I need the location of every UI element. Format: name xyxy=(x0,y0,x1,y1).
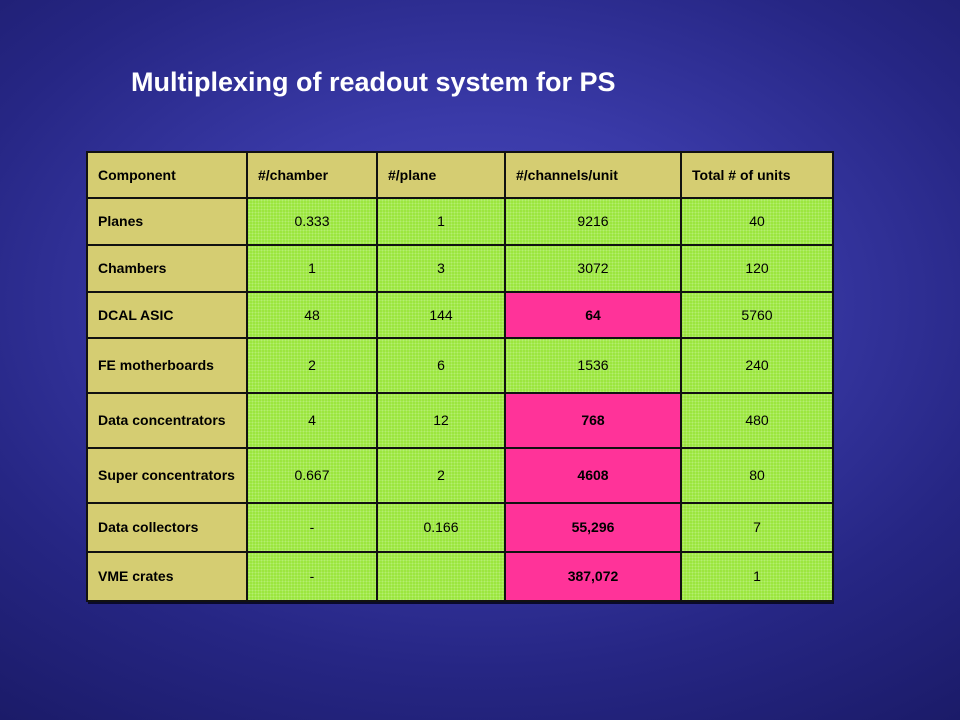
cell-per-chamber: 2 xyxy=(246,337,378,395)
table-row: Super concentrators 0.667 2 4608 80 xyxy=(86,447,834,505)
cell-per-plane: 2 xyxy=(376,447,506,505)
cell-channels-per-unit: 64 xyxy=(504,290,682,340)
cell-per-chamber: 1 xyxy=(246,243,378,293)
cell-total-units: 40 xyxy=(680,197,834,246)
cell-component: DCAL ASIC xyxy=(86,290,248,340)
header-total-units: Total # of units xyxy=(680,151,834,199)
header-channels-per-unit: #/channels/unit xyxy=(504,151,682,199)
table-header-row: Component #/chamber #/plane #/channels/u… xyxy=(86,151,834,199)
table-row: VME crates - 387,072 1 xyxy=(86,551,834,602)
cell-total-units: 240 xyxy=(680,337,834,395)
cell-per-plane: 3 xyxy=(376,243,506,293)
cell-total-units: 7 xyxy=(680,502,834,554)
cell-per-plane: 0.166 xyxy=(376,502,506,554)
slide-title: Multiplexing of readout system for PS xyxy=(131,67,616,97)
header-per-plane: #/plane xyxy=(376,151,506,199)
cell-channels-per-unit: 387,072 xyxy=(504,551,682,602)
cell-per-chamber: 0.333 xyxy=(246,197,378,246)
cell-per-plane: 1 xyxy=(376,197,506,246)
cell-channels-per-unit: 55,296 xyxy=(504,502,682,554)
table-row: Data concentrators 4 12 768 480 xyxy=(86,392,834,450)
table-row: Chambers 1 3 3072 120 xyxy=(86,243,834,293)
cell-per-plane: 12 xyxy=(376,392,506,450)
cell-channels-per-unit: 9216 xyxy=(504,197,682,246)
multiplexing-table: Component #/chamber #/plane #/channels/u… xyxy=(86,151,834,602)
cell-component: Data collectors xyxy=(86,502,248,554)
cell-component: FE motherboards xyxy=(86,337,248,395)
cell-component: VME crates xyxy=(86,551,248,602)
cell-per-chamber: 48 xyxy=(246,290,378,340)
cell-total-units: 480 xyxy=(680,392,834,450)
cell-total-units: 1 xyxy=(680,551,834,602)
cell-component: Data concentrators xyxy=(86,392,248,450)
cell-total-units: 80 xyxy=(680,447,834,505)
multiplexing-table-container: Component #/chamber #/plane #/channels/u… xyxy=(86,151,834,602)
cell-component: Planes xyxy=(86,197,248,246)
table-row: FE motherboards 2 6 1536 240 xyxy=(86,337,834,395)
cell-channels-per-unit: 768 xyxy=(504,392,682,450)
header-component: Component xyxy=(86,151,248,199)
cell-total-units: 120 xyxy=(680,243,834,293)
table-row: Data collectors - 0.166 55,296 7 xyxy=(86,502,834,554)
header-per-chamber: #/chamber xyxy=(246,151,378,199)
cell-channels-per-unit: 3072 xyxy=(504,243,682,293)
cell-channels-per-unit: 4608 xyxy=(504,447,682,505)
cell-per-chamber: 4 xyxy=(246,392,378,450)
table-row: Planes 0.333 1 9216 40 xyxy=(86,197,834,246)
cell-total-units: 5760 xyxy=(680,290,834,340)
cell-per-chamber: - xyxy=(246,502,378,554)
cell-component: Chambers xyxy=(86,243,248,293)
cell-per-chamber: 0.667 xyxy=(246,447,378,505)
cell-per-chamber: - xyxy=(246,551,378,602)
cell-per-plane xyxy=(376,551,506,602)
table-row: DCAL ASIC 48 144 64 5760 xyxy=(86,290,834,340)
cell-per-plane: 144 xyxy=(376,290,506,340)
cell-component: Super concentrators xyxy=(86,447,248,505)
cell-channels-per-unit: 1536 xyxy=(504,337,682,395)
cell-per-plane: 6 xyxy=(376,337,506,395)
